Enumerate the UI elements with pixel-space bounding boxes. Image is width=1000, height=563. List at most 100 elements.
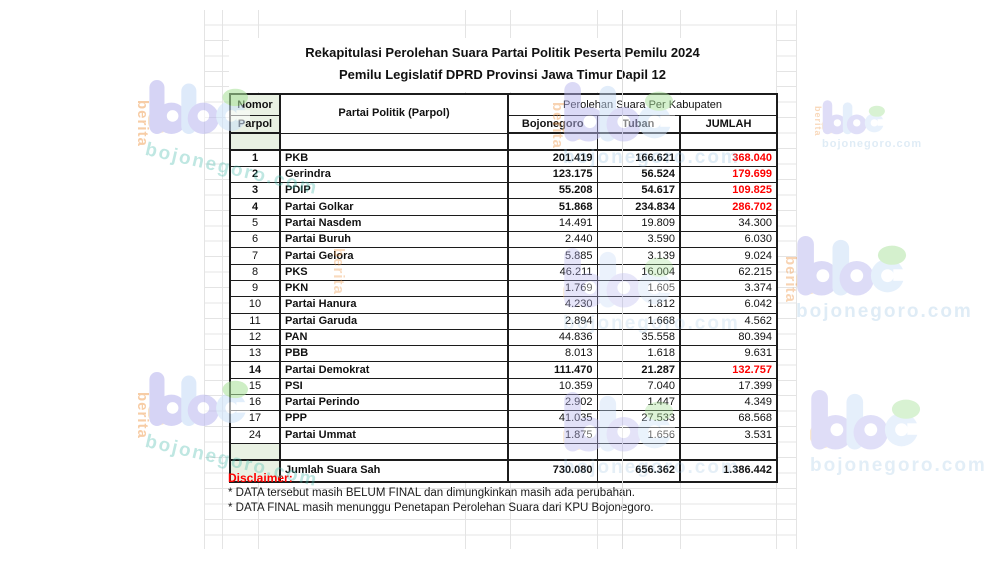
cell-nomor[interactable]: 24 [229,426,281,444]
empty-cell[interactable] [229,442,281,461]
cell-party-name[interactable]: PAN [279,328,509,347]
cell-tuban-votes[interactable]: 1.656 [596,426,681,444]
total-tuban[interactable]: 656.362 [596,458,681,483]
cell-tuban-votes[interactable]: 19.809 [596,214,681,233]
header-group[interactable]: Perolehan Suara Per Kabupaten [507,93,778,116]
cell-tuban-votes[interactable]: 16.004 [596,263,681,281]
cell-nomor[interactable]: 15 [229,377,281,396]
cell-nomor[interactable]: 1 [229,149,281,167]
cell-tuban-votes[interactable]: 234.834 [596,198,681,216]
empty-cell[interactable] [679,442,778,461]
empty-cell[interactable] [279,442,509,461]
cell-jumlah-votes[interactable]: 6.030 [679,231,778,249]
cell-bojonegoro-votes[interactable]: 41.035 [507,410,598,428]
cell-tuban-votes[interactable]: 1.447 [596,394,681,412]
cell-party-name[interactable]: PDIP [279,182,509,200]
cell-bojonegoro-votes[interactable]: 123.175 [507,165,598,184]
cell-party-name[interactable]: PPP [279,410,509,428]
cell-jumlah-votes[interactable]: 9.631 [679,345,778,363]
cell-bojonegoro-votes[interactable]: 2.894 [507,312,598,330]
cell-nomor[interactable]: 9 [229,279,281,298]
cell-jumlah-votes[interactable]: 80.394 [679,328,778,347]
cell-nomor[interactable]: 13 [229,345,281,363]
empty-cell[interactable] [596,132,681,151]
cell-jumlah-votes[interactable]: 3.531 [679,426,778,444]
cell-bojonegoro-votes[interactable]: 111.470 [507,361,598,379]
cell-tuban-votes[interactable]: 1.605 [596,279,681,298]
empty-cell[interactable] [507,132,598,151]
cell-party-name[interactable]: PKB [279,149,509,167]
cell-tuban-votes[interactable]: 3.139 [596,247,681,265]
cell-jumlah-votes[interactable]: 132.757 [679,361,778,379]
cell-bojonegoro-votes[interactable]: 4.230 [507,296,598,314]
cell-party-name[interactable]: PSI [279,377,509,396]
cell-party-name[interactable]: Gerindra [279,165,509,184]
empty-cell[interactable] [279,132,509,151]
total-jumlah[interactable]: 1.386.442 [679,458,778,483]
cell-party-name[interactable]: Partai Demokrat [279,361,509,379]
cell-bojonegoro-votes[interactable]: 1.875 [507,426,598,444]
cell-tuban-votes[interactable]: 1.618 [596,345,681,363]
empty-cell[interactable] [596,442,681,461]
cell-bojonegoro-votes[interactable]: 14.491 [507,214,598,233]
cell-nomor[interactable]: 14 [229,361,281,379]
cell-party-name[interactable]: PBB [279,345,509,363]
cell-nomor[interactable]: 10 [229,296,281,314]
empty-cell[interactable] [229,458,281,483]
cell-jumlah-votes[interactable]: 3.374 [679,279,778,298]
cell-bojonegoro-votes[interactable]: 2.440 [507,231,598,249]
cell-party-name[interactable]: Partai Hanura [279,296,509,314]
cell-party-name[interactable]: PKS [279,263,509,281]
cell-jumlah-votes[interactable]: 179.699 [679,165,778,184]
cell-party-name[interactable]: Partai Garuda [279,312,509,330]
cell-tuban-votes[interactable]: 35.558 [596,328,681,347]
cell-tuban-votes[interactable]: 56.524 [596,165,681,184]
cell-tuban-votes[interactable]: 7.040 [596,377,681,396]
cell-tuban-votes[interactable]: 21.287 [596,361,681,379]
cell-jumlah-votes[interactable]: 109.825 [679,182,778,200]
cell-bojonegoro-votes[interactable]: 55.208 [507,182,598,200]
cell-party-name[interactable]: Partai Buruh [279,231,509,249]
cell-bojonegoro-votes[interactable]: 2.902 [507,394,598,412]
cell-bojonegoro-votes[interactable]: 8.013 [507,345,598,363]
empty-cell[interactable] [229,132,281,151]
cell-tuban-votes[interactable]: 54.617 [596,182,681,200]
cell-jumlah-votes[interactable]: 6.042 [679,296,778,314]
cell-nomor[interactable]: 12 [229,328,281,347]
cell-bojonegoro-votes[interactable]: 10.359 [507,377,598,396]
header-party[interactable]: Partai Politik (Parpol) [279,93,509,134]
empty-cell[interactable] [679,132,778,151]
cell-jumlah-votes[interactable]: 9.024 [679,247,778,265]
cell-bojonegoro-votes[interactable]: 1.769 [507,279,598,298]
cell-jumlah-votes[interactable]: 17.399 [679,377,778,396]
cell-jumlah-votes[interactable]: 368.040 [679,149,778,167]
header-parpol[interactable]: Parpol [229,115,281,134]
cell-nomor[interactable]: 7 [229,247,281,265]
cell-tuban-votes[interactable]: 27.533 [596,410,681,428]
empty-cell[interactable] [507,442,598,461]
cell-nomor[interactable]: 4 [229,198,281,216]
cell-party-name[interactable]: PKN [279,279,509,298]
cell-nomor[interactable]: 8 [229,263,281,281]
header-jumlah[interactable]: JUMLAH [679,115,778,134]
cell-tuban-votes[interactable]: 3.590 [596,231,681,249]
cell-party-name[interactable]: Partai Golkar [279,198,509,216]
cell-nomor[interactable]: 16 [229,394,281,412]
header-tuban[interactable]: Tuban [596,115,681,134]
cell-bojonegoro-votes[interactable]: 51.868 [507,198,598,216]
cell-party-name[interactable]: Partai Nasdem [279,214,509,233]
cell-jumlah-votes[interactable]: 4.562 [679,312,778,330]
cell-jumlah-votes[interactable]: 286.702 [679,198,778,216]
cell-party-name[interactable]: Partai Gelora [279,247,509,265]
cell-bojonegoro-votes[interactable]: 44.836 [507,328,598,347]
cell-nomor[interactable]: 6 [229,231,281,249]
cell-nomor[interactable]: 2 [229,165,281,184]
cell-jumlah-votes[interactable]: 4.349 [679,394,778,412]
cell-tuban-votes[interactable]: 166.621 [596,149,681,167]
cell-bojonegoro-votes[interactable]: 46.211 [507,263,598,281]
cell-bojonegoro-votes[interactable]: 5.885 [507,247,598,265]
cell-nomor[interactable]: 3 [229,182,281,200]
cell-nomor[interactable]: 17 [229,410,281,428]
cell-party-name[interactable]: Partai Ummat [279,426,509,444]
cell-tuban-votes[interactable]: 1.668 [596,312,681,330]
